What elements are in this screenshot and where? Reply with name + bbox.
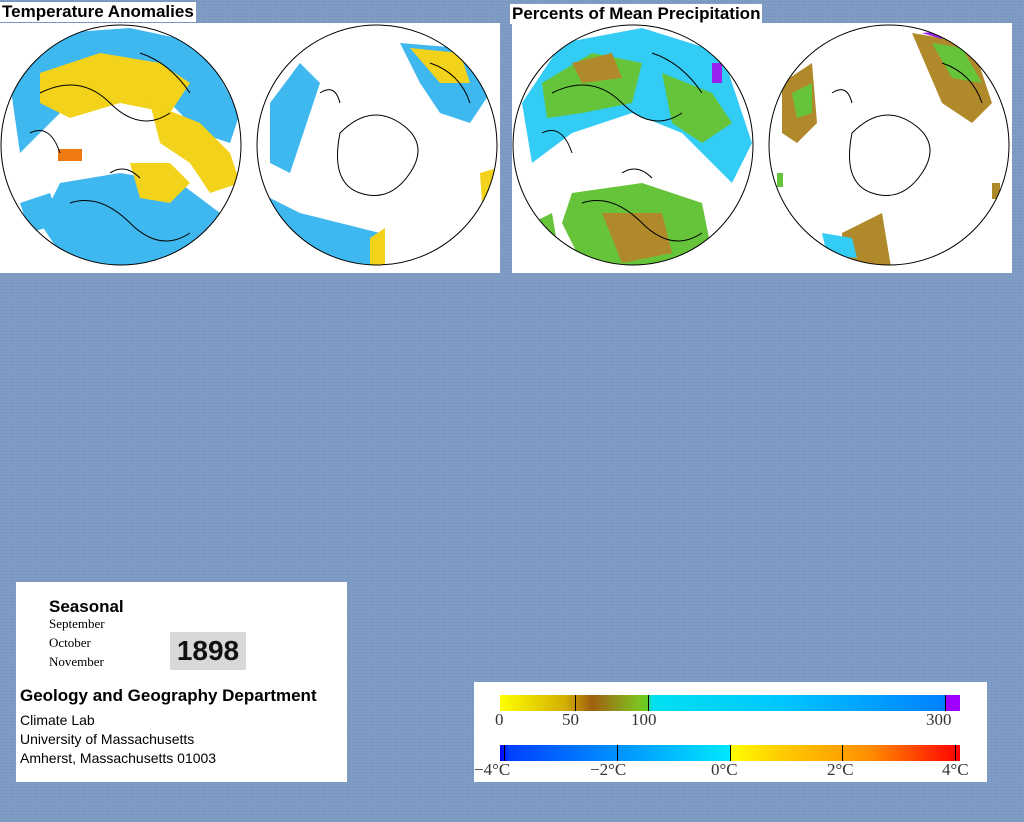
temperature-hemisphere-maps (0, 24, 498, 266)
temp-tick-label: −2°C (590, 760, 627, 779)
temp-tick-label: −4°C (474, 760, 511, 779)
month-label: October (49, 635, 91, 650)
southern-hemisphere-precipitation (769, 25, 1009, 265)
temp-tick-label: 4°C (942, 760, 969, 779)
precip-tick-label: 300 (926, 710, 952, 729)
temperature-panel-title: Temperature Anomalies (0, 2, 196, 22)
northern-hemisphere-precipitation (513, 25, 753, 265)
temperature-map-panel (0, 23, 500, 273)
precipitation-hemisphere-maps (512, 24, 1010, 266)
precipitation-bar-ticks (500, 695, 960, 711)
info-box: Seasonal September October November 1898… (16, 582, 347, 782)
temp-tick-label: 0°C (711, 760, 738, 779)
northern-hemisphere-temperature (1, 25, 241, 265)
department-name: Geology and Geography Department (20, 686, 317, 705)
address-line: University of Massachusetts (20, 731, 195, 747)
year-display: 1898 (170, 632, 246, 670)
color-legend: 0 50 100 300 −4°C −2°C 0°C 2°C 4°C (474, 682, 987, 782)
temp-tick-label: 2°C (827, 760, 854, 779)
address-line: Climate Lab (20, 712, 95, 728)
address-line: Amherst, Massachusetts 01003 (20, 750, 217, 766)
precip-tick-label: 50 (562, 710, 579, 729)
precipitation-panel-title: Percents of Mean Precipitation (510, 4, 763, 24)
precipitation-map-panel (512, 23, 1012, 273)
precip-tick-label: 100 (631, 710, 657, 729)
month-label: November (49, 654, 104, 669)
precipitation-color-bar (500, 695, 960, 711)
southern-hemisphere-temperature (257, 25, 497, 265)
temperature-bar-ticks (500, 745, 960, 761)
month-label: September (49, 616, 105, 631)
precip-tick-label: 0 (495, 710, 504, 729)
season-label: Seasonal (49, 597, 124, 616)
